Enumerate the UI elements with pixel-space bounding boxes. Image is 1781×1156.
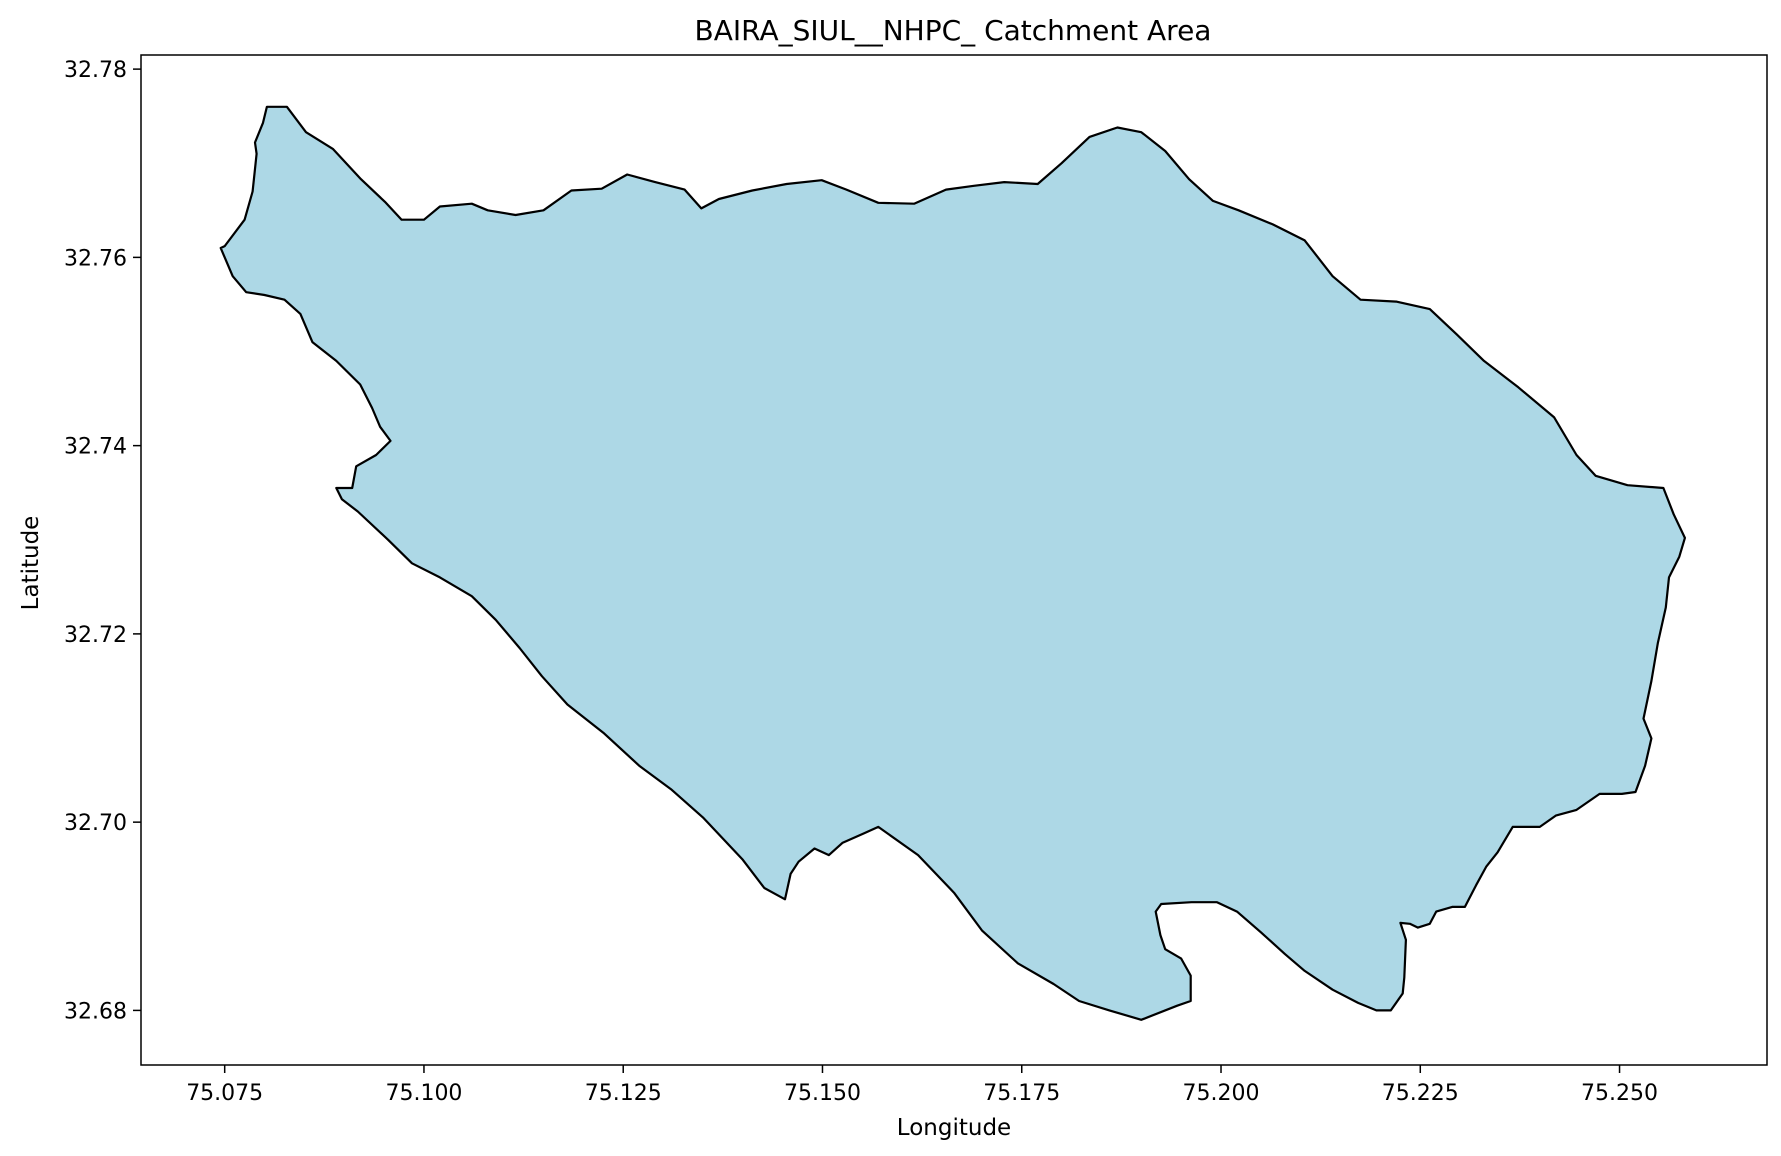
x-tick-label: 75.225 xyxy=(1382,1081,1459,1106)
x-axis-ticks: 75.075 75.100 75.125 75.150 75.175 75.200 75.2… xyxy=(186,1065,1658,1106)
x-tick-label: 75.125 xyxy=(585,1081,662,1106)
x-tick-label: 75.250 xyxy=(1581,1081,1658,1106)
x-tick-label: 75.100 xyxy=(385,1081,462,1106)
catchment-polygon xyxy=(219,105,1686,1021)
y-axis-ticks: 32.68 32.70 32.72 32.74 32.76 32.78 xyxy=(64,58,141,1024)
x-tick-label: 75.150 xyxy=(784,1081,861,1106)
y-tick-label: 32.76 xyxy=(64,246,127,271)
y-tick-label: 32.68 xyxy=(64,999,127,1024)
x-tick-label: 75.075 xyxy=(186,1081,263,1106)
y-tick-label: 32.70 xyxy=(64,811,127,836)
y-tick-label: 32.72 xyxy=(64,623,127,648)
x-axis-label: Longitude xyxy=(897,1115,1011,1141)
y-tick-label: 32.74 xyxy=(64,435,127,460)
plot-frame xyxy=(140,54,1768,1066)
y-axis-label: Latitude xyxy=(18,516,44,611)
chart-title: BAIRA_SIUL__NHPC_ Catchment Area xyxy=(695,14,1212,47)
y-tick-label: 32.78 xyxy=(64,58,127,83)
x-tick-label: 75.175 xyxy=(983,1081,1060,1106)
x-tick-label: 75.200 xyxy=(1183,1081,1260,1106)
